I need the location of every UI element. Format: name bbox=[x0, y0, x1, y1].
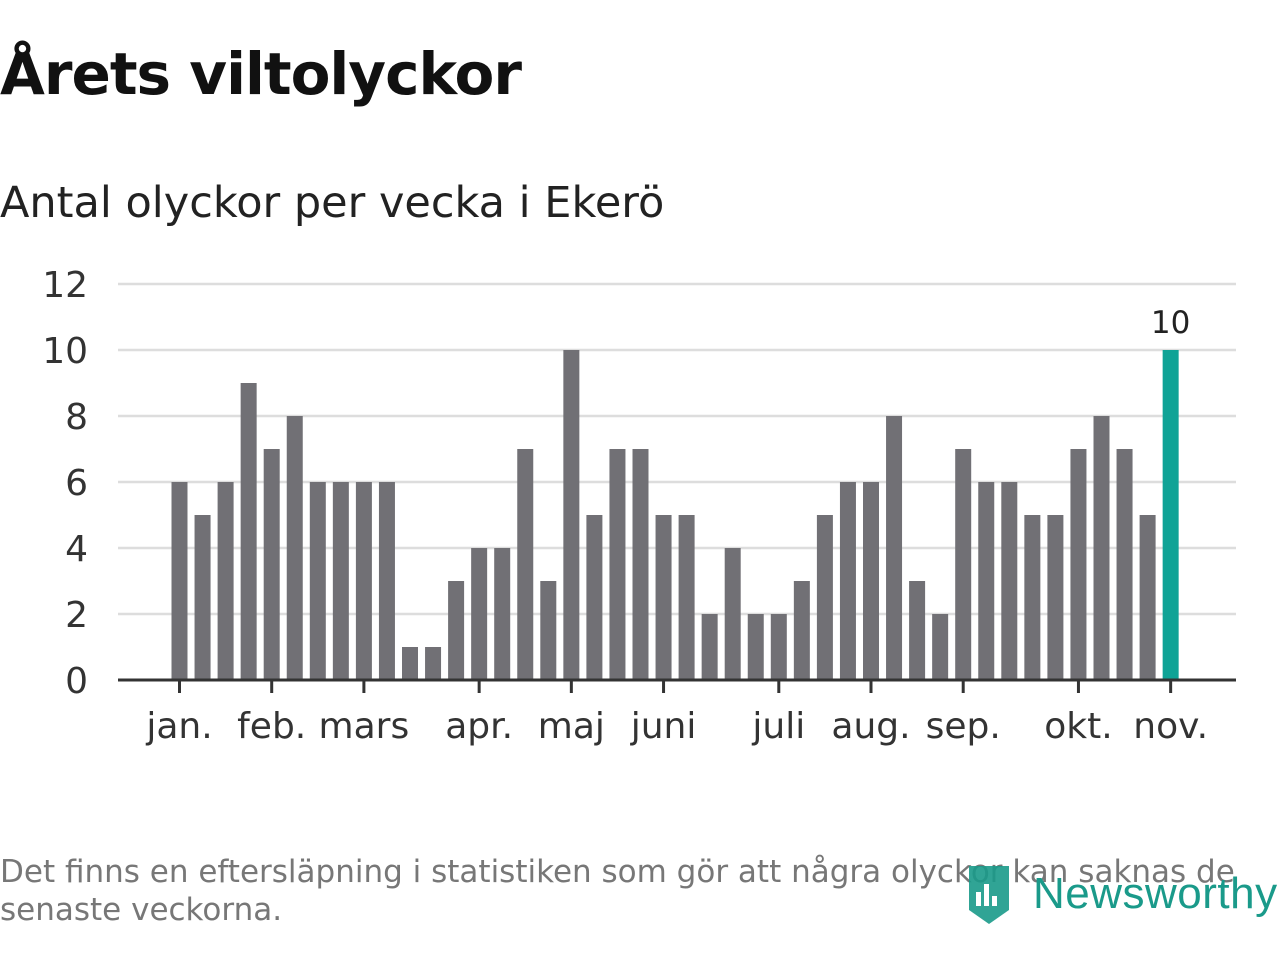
bar[interactable] bbox=[701, 614, 718, 680]
x-tick-label: aug. bbox=[831, 706, 910, 747]
bar[interactable] bbox=[1001, 482, 1018, 680]
y-tick-label: 2 bbox=[65, 595, 88, 636]
bar[interactable] bbox=[263, 449, 280, 680]
bar[interactable] bbox=[171, 482, 188, 680]
bar[interactable] bbox=[332, 482, 349, 680]
bar[interactable] bbox=[240, 383, 257, 680]
x-tick-label: sep. bbox=[926, 706, 1001, 747]
x-tick-label: okt. bbox=[1044, 706, 1112, 747]
bar[interactable] bbox=[586, 515, 603, 680]
bar[interactable] bbox=[494, 548, 511, 680]
bar[interactable] bbox=[355, 482, 372, 680]
bar[interactable] bbox=[378, 482, 395, 680]
bar[interactable] bbox=[1070, 449, 1087, 680]
bar-highlight[interactable] bbox=[1162, 350, 1179, 680]
bar[interactable] bbox=[563, 350, 580, 680]
bar[interactable] bbox=[217, 482, 234, 680]
bar[interactable] bbox=[1047, 515, 1064, 680]
x-tick-label: juni bbox=[630, 706, 697, 747]
bar[interactable] bbox=[425, 647, 442, 680]
chart-title: Årets viltolyckor bbox=[0, 40, 522, 108]
y-tick-label: 8 bbox=[65, 397, 88, 438]
x-tick-label: apr. bbox=[445, 706, 513, 747]
bar[interactable] bbox=[747, 614, 764, 680]
x-tick-label: mars bbox=[319, 706, 410, 747]
bar[interactable] bbox=[955, 449, 972, 680]
bar[interactable] bbox=[1093, 416, 1110, 680]
y-tick-label: 0 bbox=[65, 661, 88, 702]
bar[interactable] bbox=[517, 449, 534, 680]
footnote: Det finns en eftersläpning i statistiken… bbox=[0, 854, 1235, 928]
bar[interactable] bbox=[194, 515, 211, 680]
x-tick-label: feb. bbox=[237, 706, 306, 747]
x-tick-label: juli bbox=[751, 706, 805, 747]
bar[interactable] bbox=[839, 482, 856, 680]
bar[interactable] bbox=[863, 482, 879, 680]
bar[interactable] bbox=[793, 581, 810, 680]
bar[interactable] bbox=[978, 482, 995, 680]
y-tick-label: 12 bbox=[42, 265, 88, 306]
bar[interactable] bbox=[678, 515, 695, 680]
bar-chart: 0 2 4 6 8 10 12 10 jan. feb. mars apr. maj juni juli au… bbox=[42, 265, 1236, 747]
bar[interactable] bbox=[286, 416, 303, 680]
bar[interactable] bbox=[402, 647, 418, 680]
bar[interactable] bbox=[655, 515, 672, 680]
bar[interactable] bbox=[724, 548, 741, 680]
bar[interactable] bbox=[471, 548, 488, 680]
bar[interactable] bbox=[932, 614, 949, 680]
bar[interactable] bbox=[609, 449, 626, 680]
bar[interactable] bbox=[1139, 515, 1156, 680]
chart-subtitle: Antal olyckor per vecka i Ekerö bbox=[0, 178, 665, 228]
data-label: 10 bbox=[1151, 305, 1190, 341]
newsworthy-logo-icon bbox=[969, 866, 1009, 924]
bar[interactable] bbox=[886, 416, 903, 680]
bar[interactable] bbox=[909, 581, 926, 680]
x-tick-label: nov. bbox=[1133, 706, 1208, 747]
bar[interactable] bbox=[1116, 449, 1133, 680]
y-tick-label: 6 bbox=[65, 463, 88, 504]
bar[interactable] bbox=[540, 581, 557, 680]
bar[interactable] bbox=[816, 515, 833, 680]
bar[interactable] bbox=[1024, 515, 1041, 680]
x-tick-label: jan. bbox=[145, 706, 212, 747]
bar[interactable] bbox=[770, 614, 787, 680]
y-tick-label: 10 bbox=[42, 331, 88, 372]
bar[interactable] bbox=[448, 581, 465, 680]
logo-text: Newsworthy bbox=[1033, 869, 1278, 918]
y-tick-label: 4 bbox=[65, 529, 88, 570]
newsworthy-logo[interactable]: Newsworthy bbox=[963, 862, 1278, 926]
x-tick-label: maj bbox=[538, 706, 605, 747]
bar[interactable] bbox=[632, 449, 649, 680]
bar[interactable] bbox=[309, 482, 326, 680]
